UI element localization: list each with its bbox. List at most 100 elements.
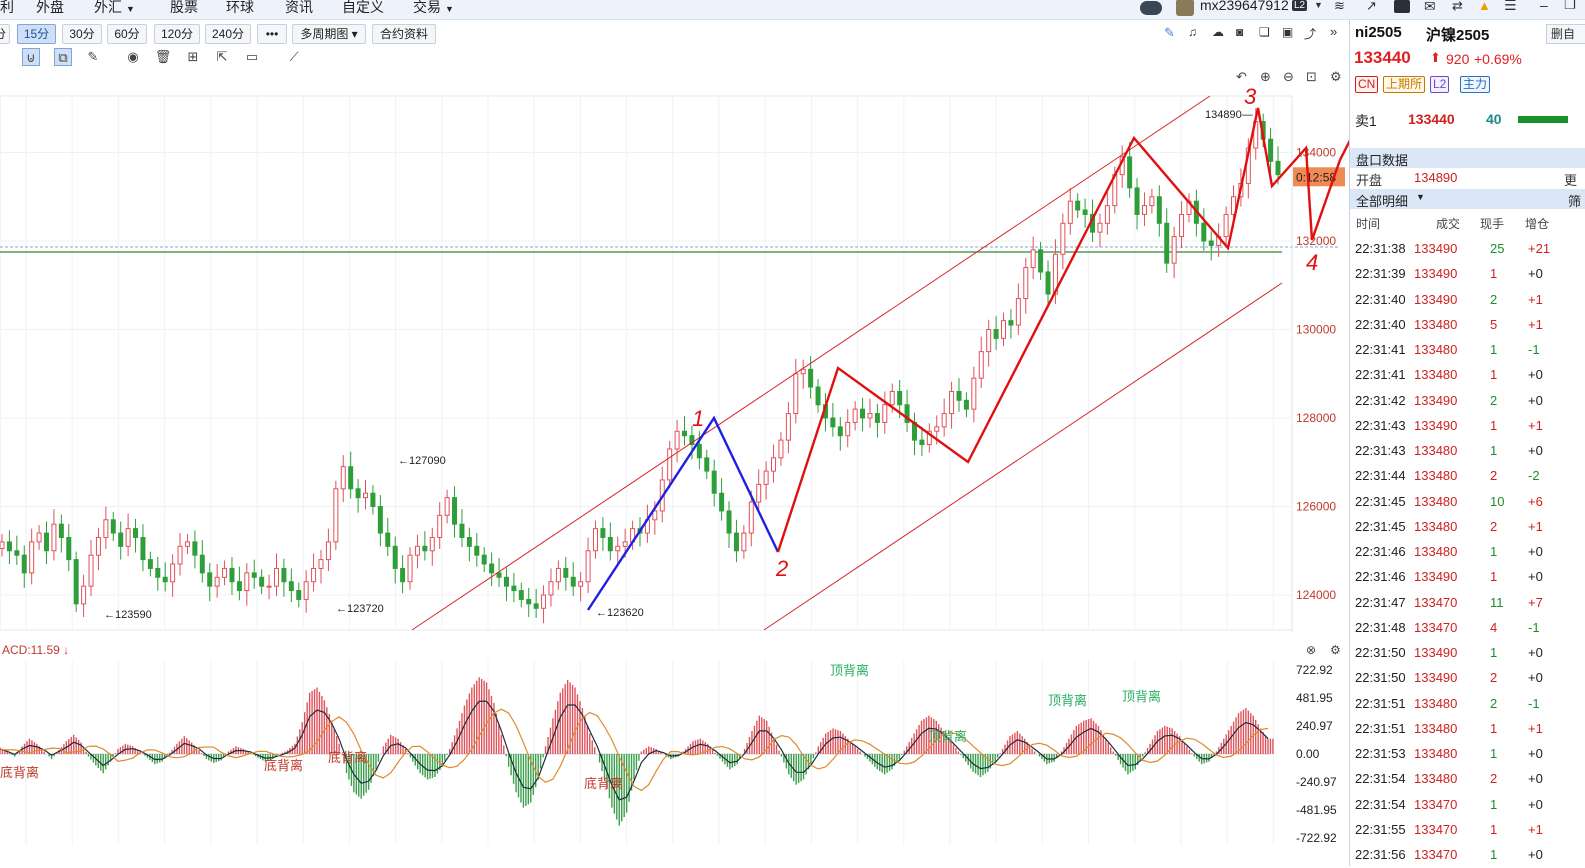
chevron-down-icon[interactable]: ▼ bbox=[1314, 0, 1323, 10]
mail-icon[interactable]: ✉ bbox=[1424, 0, 1436, 14]
chart-control-icon[interactable]: ⊖ bbox=[1283, 69, 1294, 84]
chart-control-icon[interactable]: ↶ bbox=[1236, 69, 1247, 84]
copy-icon[interactable]: ❏ bbox=[1259, 25, 1270, 39]
candle-body bbox=[993, 329, 999, 339]
menu-icon[interactable]: ☰ bbox=[1504, 0, 1517, 13]
minimize-icon[interactable]: – bbox=[1540, 0, 1548, 13]
overlay-icon[interactable]: ⧉ bbox=[54, 48, 72, 66]
period-button[interactable]: 120分 bbox=[154, 24, 200, 44]
candle-body bbox=[489, 563, 495, 574]
tick-cell: 22:31:38 bbox=[1355, 241, 1406, 256]
channel-upper-line bbox=[411, 95, 1211, 631]
detail-title[interactable]: 全部明细 bbox=[1356, 194, 1409, 209]
nav-item-label: 交易 bbox=[413, 0, 441, 15]
nav-item[interactable]: 交易 ▼ bbox=[413, 0, 454, 17]
tick-cell: 1 bbox=[1490, 266, 1498, 282]
candle-body bbox=[392, 545, 398, 569]
draw-icon[interactable]: ✎ bbox=[87, 49, 99, 64]
alert-icon[interactable]: ♫ bbox=[1188, 25, 1197, 39]
layers-icon[interactable]: ≋ bbox=[1334, 0, 1345, 13]
nav-item[interactable]: 自定义 bbox=[342, 0, 384, 17]
pencil-icon[interactable]: ✎ bbox=[1164, 25, 1175, 40]
tick-row: 22:31:41 133480 1 -1 bbox=[1350, 338, 1585, 363]
period-button[interactable]: 多周期图 ▾ bbox=[292, 24, 366, 44]
tick-cell: 133490 bbox=[1414, 417, 1458, 433]
ruler-icon[interactable]: ⟋ bbox=[289, 49, 299, 64]
avatar[interactable] bbox=[1176, 0, 1194, 16]
tick-row: 22:31:41 133480 1 +0 bbox=[1350, 363, 1585, 388]
chevron-down-icon[interactable]: ▼ bbox=[1416, 192, 1425, 202]
price-axis: 1240001260001280001300001320001340000:12… bbox=[1236, 69, 1345, 632]
period-button[interactable]: 分 bbox=[0, 24, 10, 44]
share-icon[interactable]: ↗ bbox=[1366, 0, 1377, 13]
chart-control-icon[interactable]: ⊡ bbox=[1306, 69, 1317, 84]
tick-cell: +0 bbox=[1528, 645, 1543, 660]
candle-body bbox=[845, 421, 851, 437]
play-icon[interactable] bbox=[1394, 0, 1410, 13]
period-button[interactable]: 30分 bbox=[62, 24, 102, 44]
username[interactable]: mx239647912 bbox=[1200, 0, 1289, 13]
tick-row: 22:31:56 133470 1 +0 bbox=[1350, 843, 1585, 868]
more-link[interactable]: 更 bbox=[1564, 173, 1578, 188]
nav-item[interactable]: 股票 bbox=[170, 0, 198, 17]
tick-cell: 133480 bbox=[1414, 746, 1458, 761]
price-mark: ←123720 bbox=[336, 603, 384, 615]
tick-cell: +0 bbox=[1528, 443, 1543, 458]
period-button[interactable]: 240分 bbox=[205, 24, 251, 44]
candle-body bbox=[555, 567, 561, 583]
wave-blue bbox=[586, 415, 780, 611]
grid-icon[interactable]: ⊞ bbox=[187, 49, 199, 64]
nav-item-label: 外汇 bbox=[94, 0, 122, 15]
candle-body bbox=[719, 492, 725, 512]
hand-drawings: 12345 bbox=[411, 84, 1349, 631]
export-icon[interactable]: ⤴ bbox=[1304, 27, 1317, 41]
glasses-icon[interactable] bbox=[1140, 1, 1162, 15]
chart-control-icon[interactable]: ⚙ bbox=[1330, 69, 1342, 84]
tick-row: 22:31:40 133480 5 +1 bbox=[1350, 313, 1585, 338]
candle-body bbox=[926, 430, 932, 446]
period-button[interactable]: 60分 bbox=[107, 24, 147, 44]
nav-item-label: 外盘 bbox=[36, 0, 64, 15]
user-area: mx239647912 L2 ▼ ≋ ↗ ✉ ⇄ ▲ ☰ – ❐ bbox=[1140, 0, 1580, 20]
nav-item[interactable]: 外盘 bbox=[36, 0, 64, 17]
open-icon[interactable]: ⇱ bbox=[216, 49, 228, 64]
cloud-icon[interactable]: ☁ bbox=[1212, 25, 1224, 39]
nav-item[interactable]: 外汇 ▼ bbox=[94, 0, 135, 17]
nav-item[interactable]: 资讯 bbox=[285, 0, 313, 17]
period-button[interactable]: ••• bbox=[257, 24, 287, 44]
candle-body bbox=[518, 590, 524, 600]
candle-body bbox=[771, 457, 777, 472]
nav-item[interactable]: 利 bbox=[0, 0, 14, 17]
change-pct: +0.69% bbox=[1474, 51, 1522, 67]
period-button[interactable]: 15分 bbox=[17, 24, 56, 44]
candle-body bbox=[51, 523, 57, 552]
trash-icon[interactable]: 🗑 bbox=[154, 49, 172, 64]
tick-cell: 22:31:50 bbox=[1355, 670, 1406, 686]
delete-button[interactable]: 删自 bbox=[1546, 24, 1585, 44]
tick-cell: 133490 bbox=[1414, 266, 1458, 282]
candle-body bbox=[897, 390, 903, 406]
period-button[interactable]: 合约资料 bbox=[372, 24, 436, 44]
layout-icon[interactable]: ▣ bbox=[1282, 25, 1294, 39]
restore-icon[interactable]: ❐ bbox=[1564, 0, 1576, 12]
comment-icon[interactable]: ▭ bbox=[245, 49, 259, 64]
expand-icon[interactable]: » bbox=[1330, 24, 1338, 39]
candle-body bbox=[1001, 320, 1007, 339]
chart-control-icon[interactable]: ⊕ bbox=[1260, 69, 1271, 84]
bell-icon[interactable]: ▲ bbox=[1478, 0, 1491, 13]
candle-body bbox=[607, 536, 613, 552]
tick-cell: 22:31:42 bbox=[1355, 392, 1406, 408]
sync-icon[interactable]: ⇄ bbox=[1452, 0, 1463, 13]
nav-item[interactable]: 环球 bbox=[226, 0, 254, 17]
candle-body bbox=[355, 488, 361, 499]
tick-cell: 133470 bbox=[1414, 594, 1458, 610]
candle-body bbox=[125, 528, 131, 547]
tick-cell: +0 bbox=[1528, 771, 1543, 787]
tick-cell: 133470 bbox=[1414, 796, 1458, 812]
eye-icon[interactable]: ◉ bbox=[127, 49, 139, 64]
tick-cell: 133480 bbox=[1414, 544, 1458, 559]
filter-button[interactable]: 筛 bbox=[1568, 194, 1582, 209]
camera-icon[interactable]: ◙ bbox=[1236, 25, 1244, 39]
magnet-icon[interactable]: ⊍ bbox=[22, 48, 40, 66]
